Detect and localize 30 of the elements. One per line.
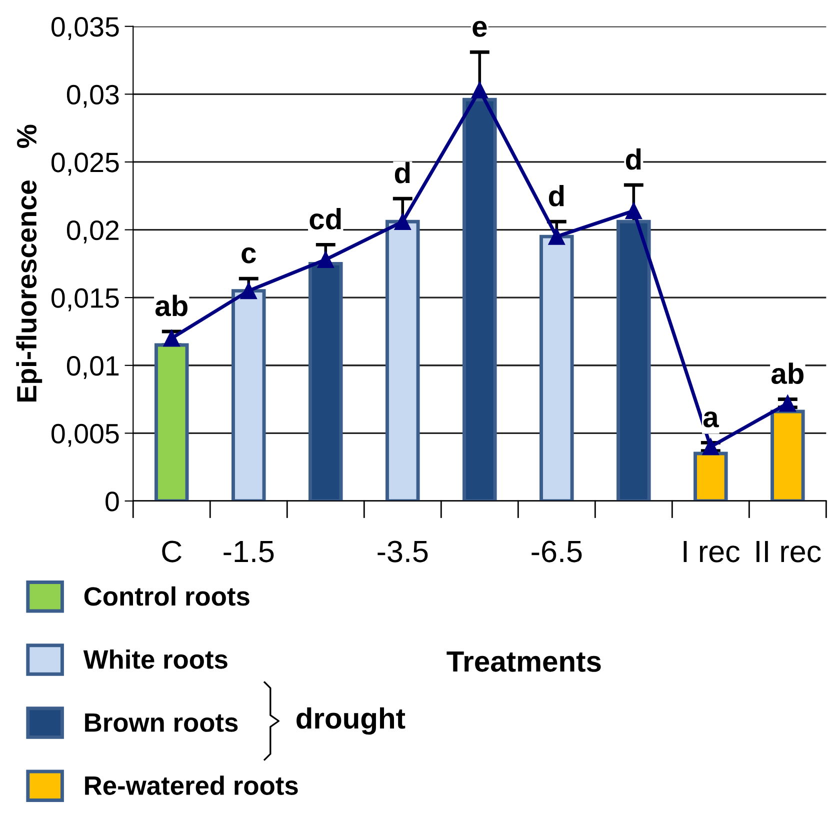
annotation: ab bbox=[772, 362, 804, 384]
legend-label: White roots bbox=[83, 649, 228, 669]
x-tick-label: I rec bbox=[684, 541, 740, 562]
x-axis-title: Treatments bbox=[446, 651, 601, 672]
legend-label: Control roots bbox=[84, 586, 250, 606]
legend-label: Re-watered roots bbox=[85, 776, 298, 795]
text: drought bbox=[296, 707, 406, 735]
y-tick-label: 0,01 bbox=[66, 356, 119, 380]
y-tick-label: 0,025 bbox=[52, 152, 119, 176]
y-tick-label: 0 bbox=[106, 492, 119, 512]
y-tick-label: 0,02 bbox=[66, 220, 119, 244]
x-tick-label: -1.5 bbox=[224, 541, 274, 562]
annotation: d bbox=[548, 184, 564, 206]
annotation: d bbox=[626, 148, 641, 170]
x-tick-label: -3.5 bbox=[378, 540, 428, 562]
y-tick-label: 0,005 bbox=[52, 424, 119, 447]
annotation: d bbox=[394, 162, 410, 184]
annotation: e bbox=[472, 20, 487, 37]
x-tick-label: II rec bbox=[756, 541, 821, 562]
annotation: a bbox=[703, 411, 719, 428]
legend-label: Brown roots bbox=[85, 713, 238, 732]
y-tick-label: 0,015 bbox=[52, 288, 119, 312]
annotation: ab bbox=[155, 294, 188, 316]
y-tick-label: 0,035 bbox=[52, 17, 119, 40]
y-axis-title: Epi-fluorescence % bbox=[16, 124, 42, 402]
x-tick-label: C bbox=[162, 540, 182, 562]
x-tick-label: -6.5 bbox=[532, 540, 582, 562]
annotation: c bbox=[242, 247, 256, 264]
y-tick-label: 0,03 bbox=[66, 84, 119, 108]
annotation: cd bbox=[310, 208, 341, 230]
